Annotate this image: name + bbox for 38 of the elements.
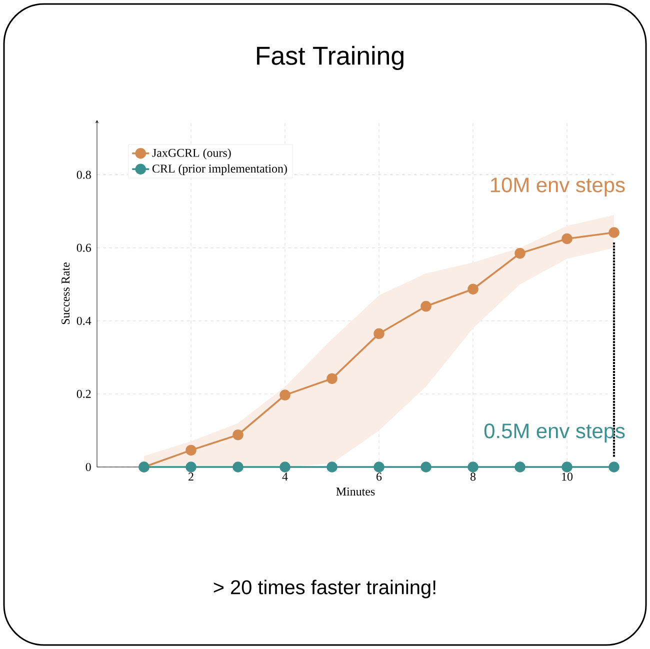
annotation: 10M env steps xyxy=(491,178,625,196)
y-tick-label: 0 xyxy=(86,462,91,472)
point xyxy=(280,390,290,400)
point xyxy=(326,462,338,472)
x-axis-title: Minutes xyxy=(336,488,375,496)
point xyxy=(608,227,620,238)
point xyxy=(468,284,478,294)
point xyxy=(420,300,432,312)
x-tick-label: 4 xyxy=(282,472,288,481)
y-tick-label: 0.2 xyxy=(76,390,91,398)
point xyxy=(562,462,572,472)
chart-title: Fast Training xyxy=(257,46,404,70)
y-axis-title: Success Rate xyxy=(62,262,70,324)
point xyxy=(186,444,196,456)
text: > 20 times faster training! xyxy=(214,580,436,598)
point xyxy=(562,233,572,244)
x-tick-label: 2 xyxy=(188,472,194,481)
y-tick-label: 0.4 xyxy=(76,316,92,325)
point xyxy=(232,429,244,440)
x-tick-label: 8 xyxy=(470,472,476,481)
y-tick-label: 0.8 xyxy=(76,170,91,179)
point xyxy=(186,462,196,472)
point xyxy=(326,373,338,384)
point xyxy=(468,462,478,472)
y-tick-label: 0.6 xyxy=(76,244,92,252)
point xyxy=(232,462,244,472)
x-tick-label: 10 xyxy=(562,472,573,481)
legend-label: JaxGCRL (ours) xyxy=(152,148,231,160)
point xyxy=(514,248,526,259)
point xyxy=(608,462,620,472)
point xyxy=(280,462,290,472)
legend-label: CRL (prior implementation) xyxy=(152,164,287,176)
point xyxy=(514,462,526,472)
x-tick-label: 6 xyxy=(376,472,382,481)
point xyxy=(374,462,384,472)
point xyxy=(420,462,432,472)
annotation: 0.5M env steps xyxy=(484,424,625,442)
point xyxy=(374,328,384,340)
